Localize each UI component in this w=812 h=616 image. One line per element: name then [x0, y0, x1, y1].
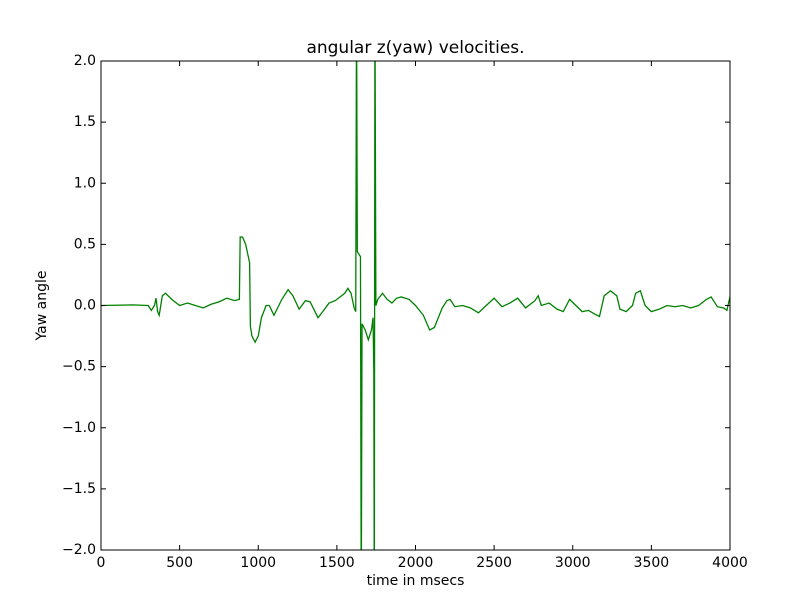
x-tick-label: 2500: [476, 555, 512, 571]
x-tick-label: 1000: [240, 555, 276, 571]
x-tick-label: 1500: [319, 555, 355, 571]
y-tick-label: 1.5: [74, 114, 96, 130]
y-tick-label: −2.0: [62, 542, 96, 558]
x-tick-label: 0: [97, 555, 106, 571]
x-tick-label: 4000: [712, 555, 748, 571]
y-tick-label: 2.0: [74, 53, 96, 69]
x-tick-label: 3000: [555, 555, 591, 571]
plot-lines: [101, 61, 730, 550]
data-line: [101, 61, 730, 550]
x-axis-label: time in msecs: [367, 573, 465, 589]
y-axis-label: Yaw angle: [34, 271, 50, 342]
y-tick-label: 0.0: [74, 298, 96, 314]
y-tick-label: 1.0: [74, 175, 96, 191]
y-tick-label: −1.5: [62, 481, 96, 497]
x-tick-label: 2000: [398, 555, 434, 571]
y-tick-label: −1.0: [62, 420, 96, 436]
chart-title: angular z(yaw) velocities.: [306, 38, 524, 58]
x-tick-label: 3500: [634, 555, 670, 571]
y-tick-label: 0.5: [74, 236, 96, 252]
y-tick-label: −0.5: [62, 359, 96, 375]
x-tick-label: 500: [166, 555, 193, 571]
